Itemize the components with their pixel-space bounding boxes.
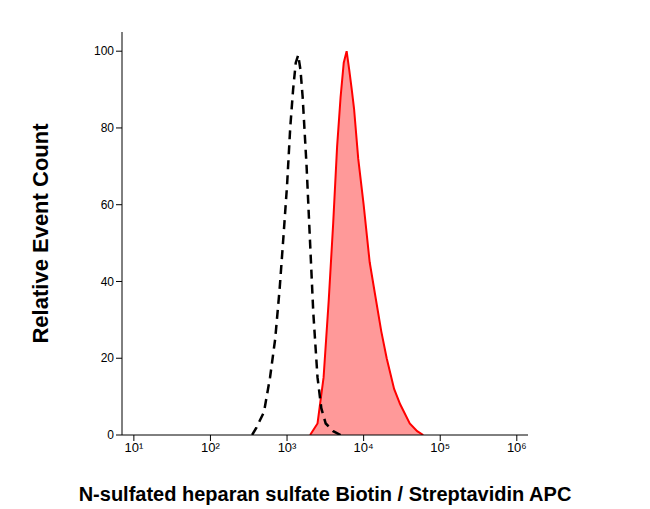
svg-text:10¹: 10¹ (124, 440, 143, 455)
svg-text:10²: 10² (201, 440, 220, 455)
svg-text:20: 20 (101, 351, 115, 365)
svg-text:10³: 10³ (278, 440, 297, 455)
svg-text:80: 80 (101, 121, 115, 135)
svg-text:N-sulfated heparan sulfate Bio: N-sulfated heparan sulfate Biotin / Stre… (79, 483, 572, 505)
svg-text:60: 60 (101, 198, 115, 212)
svg-text:0: 0 (107, 428, 114, 442)
svg-text:Relative Event Count: Relative Event Count (28, 123, 53, 344)
svg-text:100: 100 (94, 44, 114, 58)
svg-text:10⁵: 10⁵ (430, 440, 450, 455)
svg-text:10⁴: 10⁴ (354, 440, 374, 455)
svg-text:40: 40 (101, 275, 115, 289)
svg-text:10⁶: 10⁶ (507, 440, 527, 455)
